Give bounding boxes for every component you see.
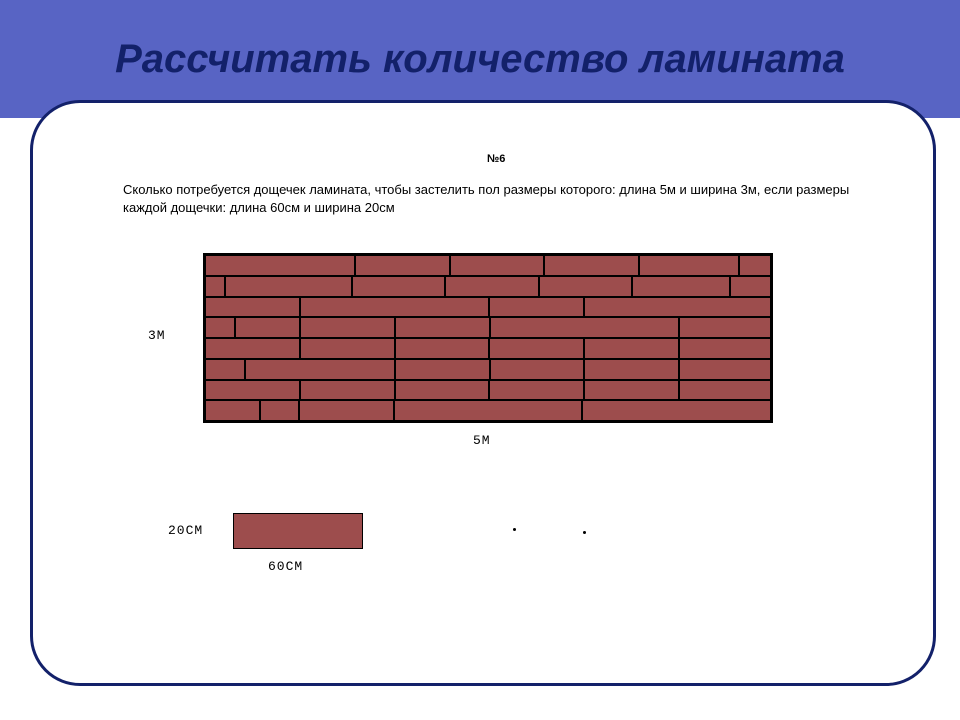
plank-piece: [445, 276, 538, 297]
floor-row: [205, 359, 771, 380]
content-frame: №6 Сколько потребуется дощечек ламината,…: [30, 100, 936, 686]
plank-piece: [235, 317, 300, 338]
plank-piece: [632, 276, 730, 297]
plank-piece: [205, 400, 260, 421]
floor-diagram: [203, 253, 773, 423]
plank-piece: [539, 276, 632, 297]
plank-piece: [730, 276, 771, 297]
plank-piece: [205, 317, 235, 338]
plank-piece: [245, 359, 395, 380]
plank-piece: [300, 338, 395, 359]
plank-piece: [355, 255, 450, 276]
stray-dot: [583, 531, 586, 534]
plank-piece: [299, 400, 393, 421]
plank-piece: [679, 380, 771, 401]
plank-piece: [489, 338, 584, 359]
floor-row: [205, 380, 771, 401]
plank-piece: [584, 380, 679, 401]
plank-piece: [489, 380, 584, 401]
plank-piece: [300, 380, 395, 401]
plank-piece: [584, 338, 679, 359]
floor-width-label: 5М: [473, 433, 491, 448]
task-question: Сколько потребуется дощечек ламината, чт…: [123, 181, 863, 216]
plank-piece: [205, 380, 300, 401]
plank-piece: [489, 297, 584, 318]
floor-row: [205, 255, 771, 276]
plank-piece: [395, 359, 490, 380]
task-number: №6: [487, 153, 505, 165]
floor-row: [205, 276, 771, 297]
plank-piece: [679, 317, 771, 338]
single-plank-diagram: [233, 513, 363, 549]
page-title: Рассчитать количество ламината: [115, 36, 845, 82]
plank-piece: [490, 317, 680, 338]
plank-piece: [300, 297, 490, 318]
plank-piece: [225, 276, 353, 297]
plank-piece: [395, 380, 490, 401]
plank-piece: [450, 255, 545, 276]
stray-dot: [513, 528, 516, 531]
plank-piece: [205, 255, 355, 276]
floor-row: [205, 400, 771, 421]
plank-height-label: 20СМ: [168, 523, 203, 538]
floor-row: [205, 338, 771, 359]
plank-width-label: 60СМ: [268, 559, 303, 574]
plank-piece: [260, 400, 300, 421]
plank-piece: [544, 255, 639, 276]
plank-piece: [352, 276, 445, 297]
plank-piece: [739, 255, 771, 276]
plank-piece: [394, 400, 583, 421]
plank-piece: [205, 359, 245, 380]
plank-piece: [205, 276, 225, 297]
floor-row: [205, 297, 771, 318]
plank-piece: [205, 297, 300, 318]
plank-piece: [300, 317, 395, 338]
plank-piece: [679, 338, 771, 359]
floor-diagram-wrap: [203, 253, 773, 423]
plank-piece: [584, 297, 771, 318]
content-area: №6 Сколько потребуется дощечек ламината,…: [33, 103, 933, 683]
floor-row: [205, 317, 771, 338]
plank-piece: [205, 338, 300, 359]
plank-piece: [582, 400, 771, 421]
plank-piece: [679, 359, 771, 380]
floor-height-label: 3М: [148, 328, 166, 343]
plank-piece: [490, 359, 585, 380]
plank-piece: [395, 338, 490, 359]
plank-piece: [639, 255, 739, 276]
plank-piece: [395, 317, 490, 338]
plank-piece: [584, 359, 679, 380]
